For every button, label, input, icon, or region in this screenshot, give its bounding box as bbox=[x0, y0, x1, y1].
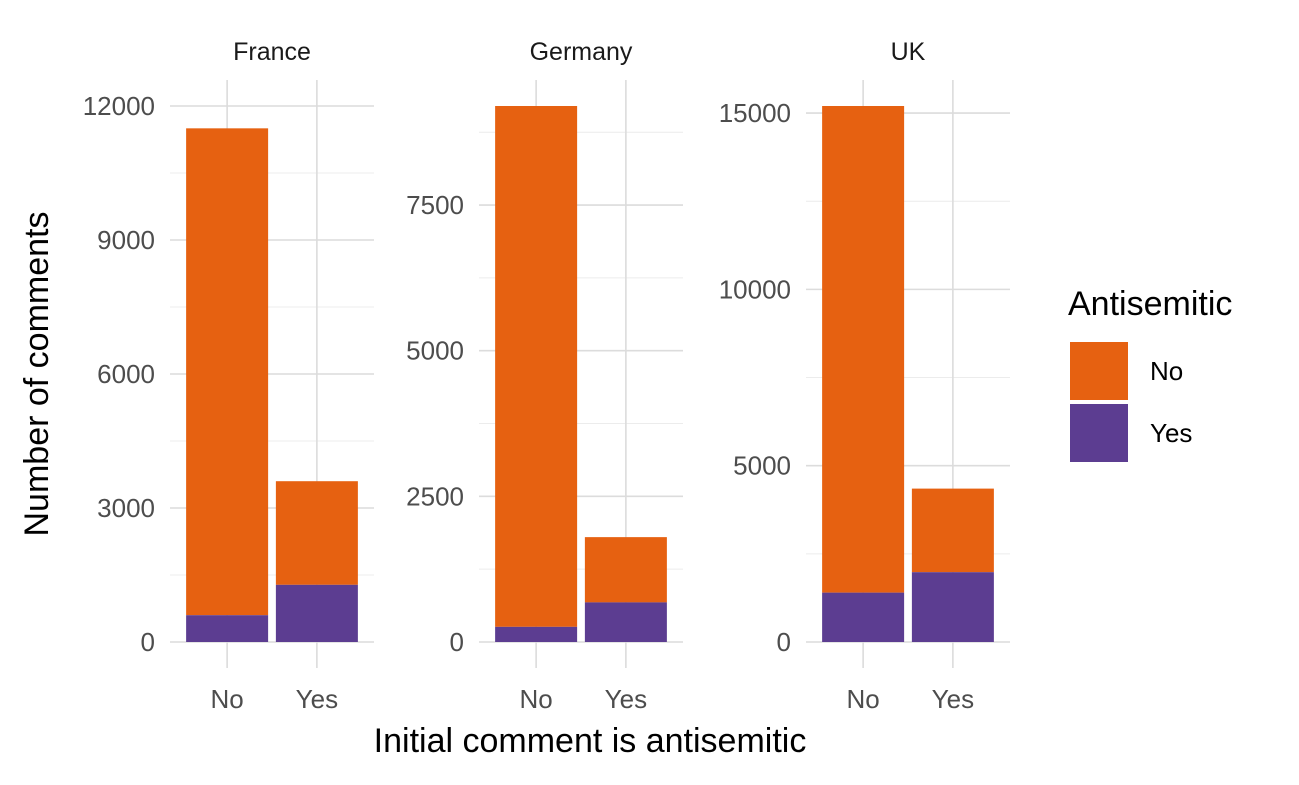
bar-no-segment bbox=[495, 106, 578, 627]
bar-no-segment bbox=[186, 128, 269, 616]
x-axis-title: Initial comment is antisemitic bbox=[374, 722, 807, 760]
y-tick-label: 2500 bbox=[406, 481, 464, 511]
y-tick-label: 0 bbox=[777, 627, 791, 657]
x-tick-label: Yes bbox=[932, 684, 974, 714]
y-tick-label: 7500 bbox=[406, 190, 464, 220]
facet-panel-france: 0 3000 6000 9000 12000 No Yes France bbox=[83, 38, 374, 714]
y-axis-title: Number of comments bbox=[18, 212, 56, 537]
y-tick-label: 5000 bbox=[406, 336, 464, 366]
legend-label: No bbox=[1150, 356, 1183, 386]
y-tick-label: 6000 bbox=[97, 359, 155, 389]
bar-no-segment bbox=[584, 537, 667, 603]
bar-yes-segment bbox=[275, 584, 358, 642]
facet-strip-title: Germany bbox=[530, 38, 633, 66]
bar-no-segment bbox=[822, 106, 905, 593]
legend-key-yes bbox=[1070, 404, 1128, 462]
facet-panel-uk: 0 5000 10000 15000 No Yes UK bbox=[719, 38, 1010, 714]
facet-strip-title: UK bbox=[891, 38, 926, 66]
y-tick-label: 0 bbox=[450, 627, 464, 657]
y-tick-label: 5000 bbox=[733, 451, 791, 481]
facet-strip-title: France bbox=[233, 38, 311, 66]
y-tick-label: 15000 bbox=[719, 98, 791, 128]
bar-yes-segment bbox=[911, 572, 994, 642]
bar-yes-segment bbox=[186, 615, 269, 642]
legend-label: Yes bbox=[1150, 418, 1192, 448]
y-tick-label: 12000 bbox=[83, 91, 155, 121]
bar-yes-segment bbox=[495, 626, 578, 642]
legend-title: Antisemitic bbox=[1068, 285, 1232, 323]
x-tick-label: Yes bbox=[296, 684, 338, 714]
legend: No Yes bbox=[1070, 342, 1192, 462]
x-tick-label: No bbox=[846, 684, 879, 714]
x-tick-label: No bbox=[519, 684, 552, 714]
bar-yes-segment bbox=[822, 592, 905, 642]
y-tick-label: 10000 bbox=[719, 274, 791, 304]
facet-panel-germany: 0 2500 5000 7500 No Yes Germany bbox=[406, 38, 683, 714]
y-tick-label: 3000 bbox=[97, 493, 155, 523]
legend-key-no bbox=[1070, 342, 1128, 400]
x-tick-label: Yes bbox=[605, 684, 647, 714]
x-tick-label: No bbox=[210, 684, 243, 714]
bar-no-segment bbox=[911, 488, 994, 573]
y-tick-label: 9000 bbox=[97, 225, 155, 255]
y-tick-label: 0 bbox=[141, 627, 155, 657]
bar-no-segment bbox=[275, 481, 358, 585]
bar-yes-segment bbox=[584, 602, 667, 642]
